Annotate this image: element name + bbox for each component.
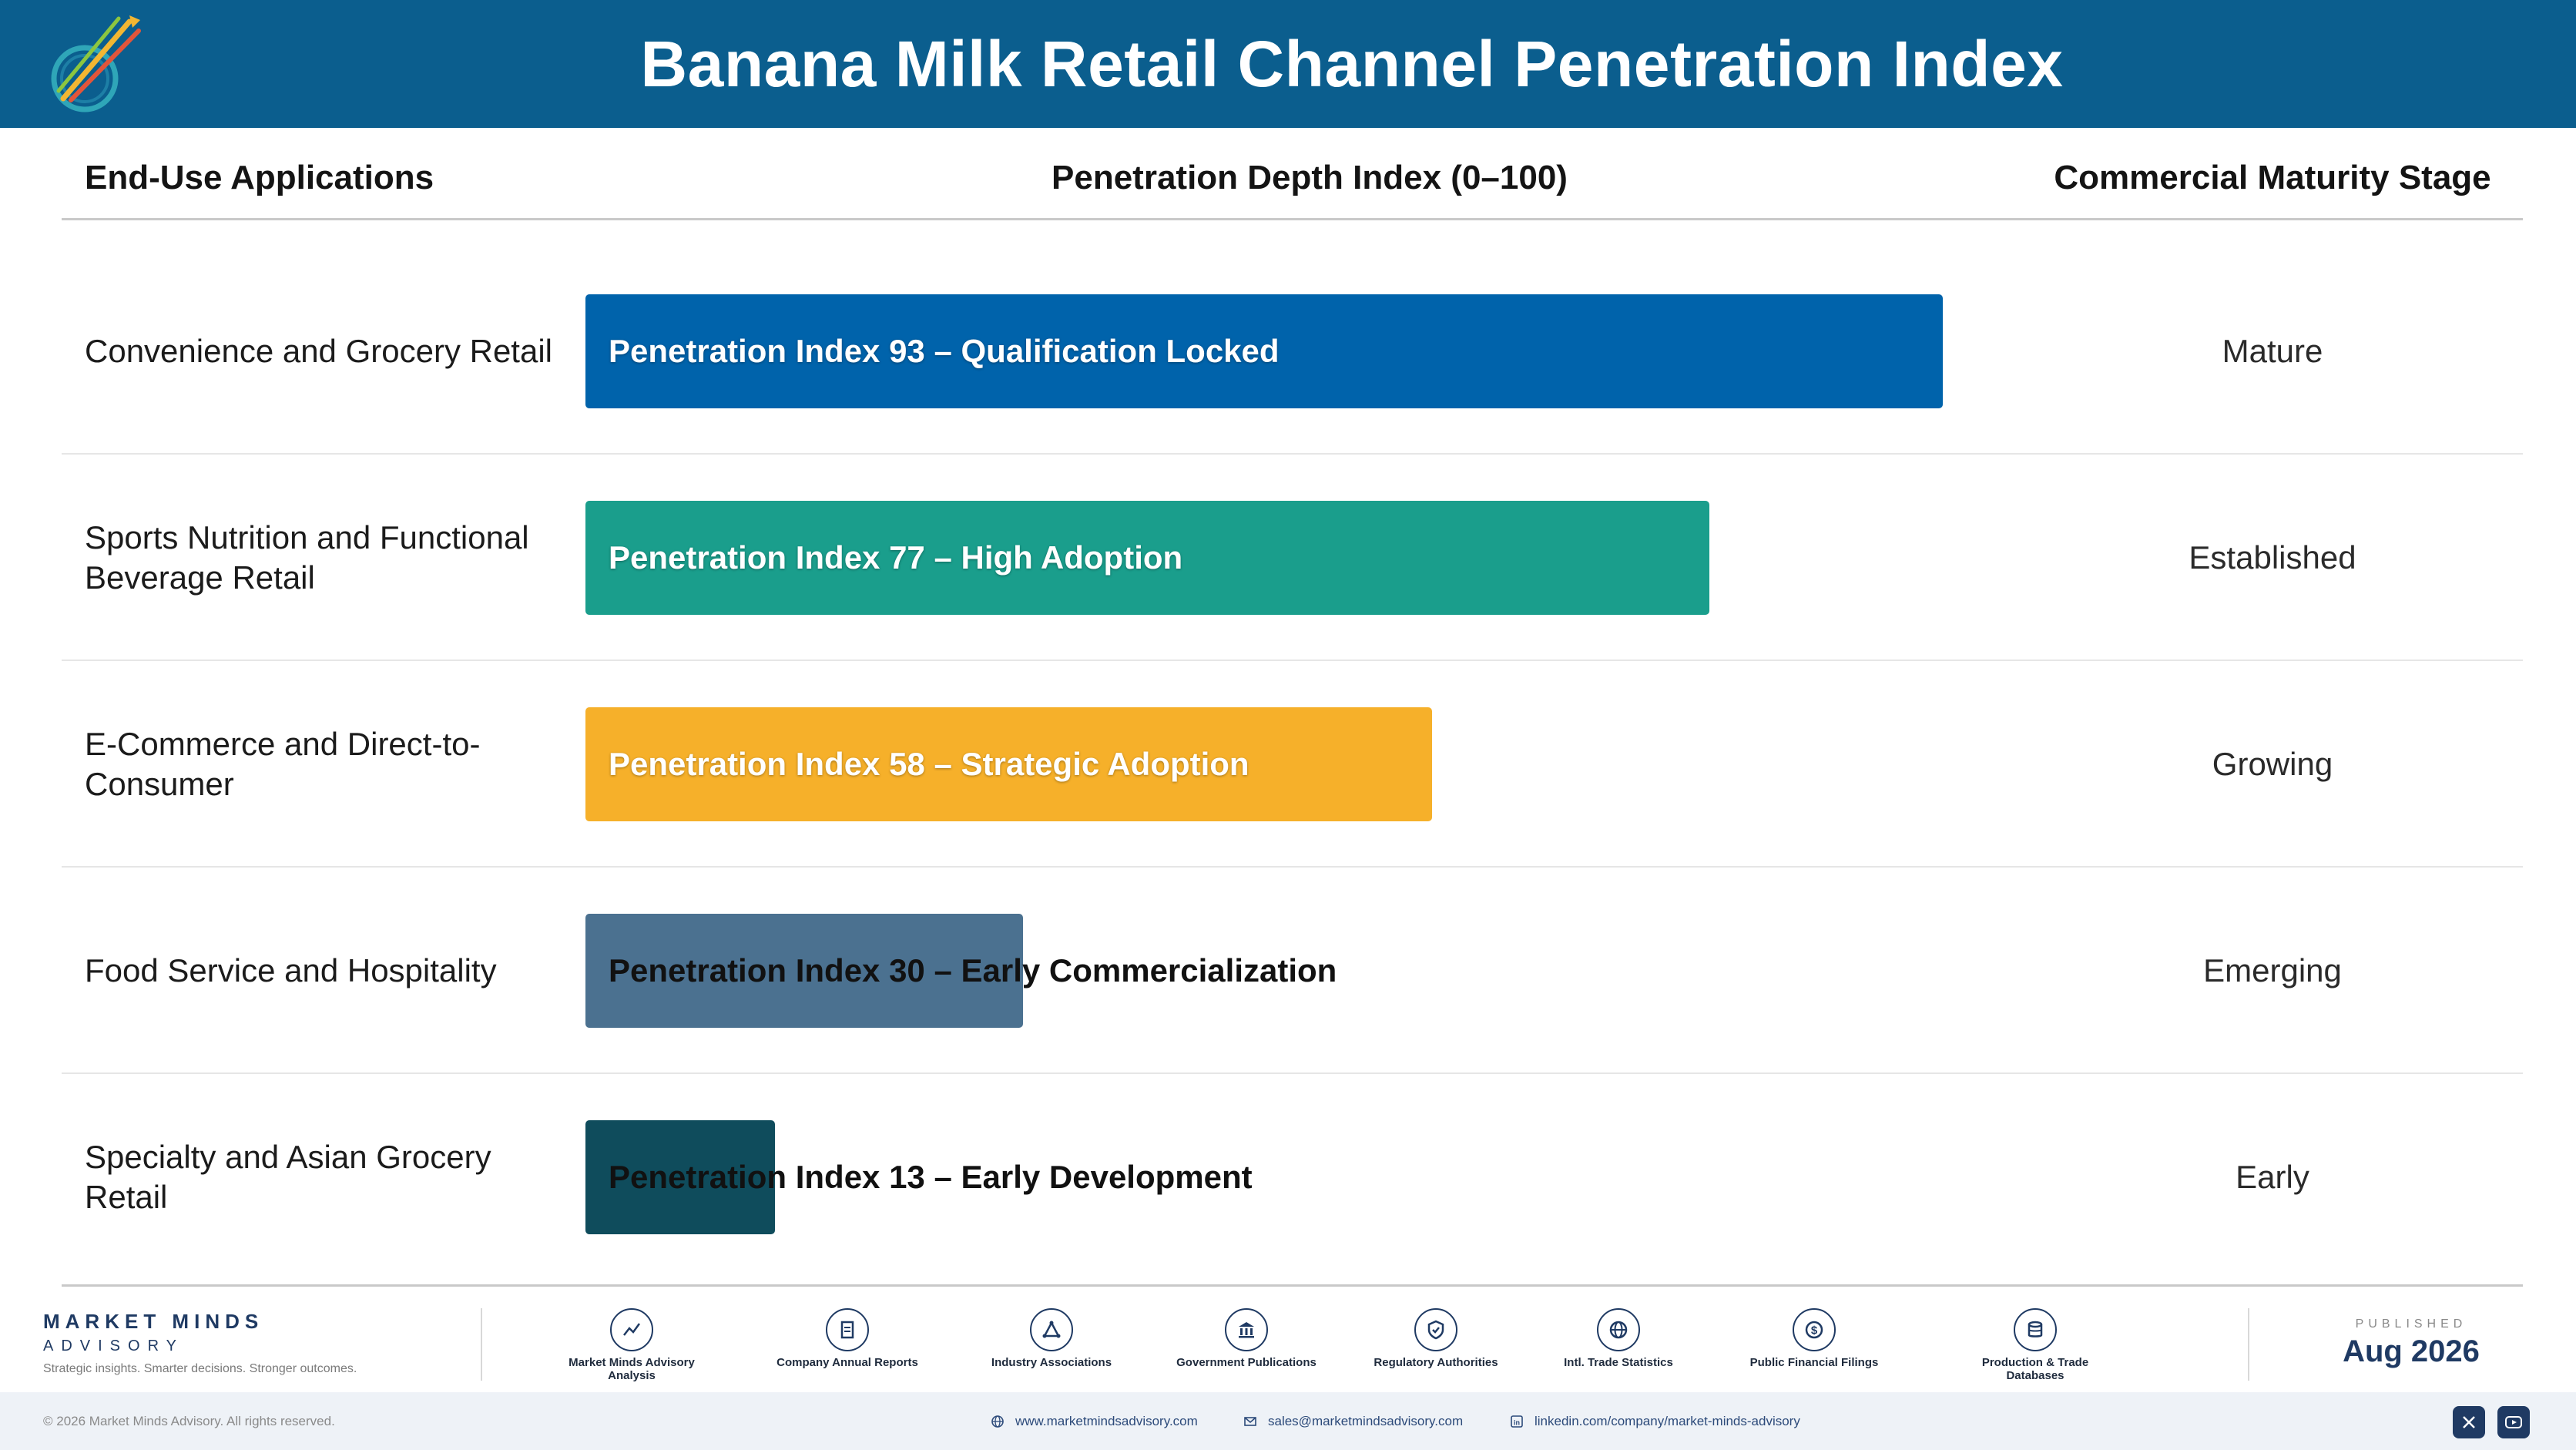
maturity-stage: Established (2189, 539, 2356, 576)
source-item: Industry Associations (974, 1302, 1129, 1369)
footer-bar: © 2026 Market Minds Advisory. All rights… (0, 1392, 2576, 1450)
website-link[interactable]: www.marketmindsadvisory.com (989, 1392, 1198, 1450)
bar-label: Penetration Index 77 – High Adoption (609, 539, 1183, 576)
company-logo-icon (51, 15, 141, 112)
bar-area: Penetration Index 93 – Qualification Loc… (585, 248, 2126, 455)
youtube-social-button[interactable] (2497, 1406, 2530, 1438)
sources-list: Market Minds Advisory Analysis Company A… (555, 1302, 2157, 1395)
bar-label: Penetration Index 30 – Early Commerciali… (609, 952, 1337, 988)
published-date: Aug 2026 (2343, 1334, 2480, 1368)
database-icon (2014, 1308, 2057, 1351)
source-label: Government Publications (1176, 1356, 1317, 1369)
application-label: E-Commerce and Direct-to-Consumer (85, 726, 481, 802)
penetration-bar (585, 1120, 776, 1234)
brand-tagline: Strategic insights. Smarter decisions. S… (43, 1362, 357, 1375)
table-row: Convenience and Grocery Retail Penetrati… (62, 248, 2523, 455)
header-banner: Banana Milk Retail Channel Penetration I… (0, 0, 2576, 128)
document-icon (826, 1308, 869, 1351)
dollar-icon: $ (1793, 1308, 1836, 1351)
column-header-maturity: Commercial Maturity Stage (2054, 159, 2491, 196)
application-label: Sports Nutrition and Functional Beverage… (85, 519, 529, 596)
footer: MARKET MINDS ADVISORY Strategic insights… (0, 1294, 2576, 1450)
copyright-text: © 2026 Market Minds Advisory. All rights… (43, 1414, 335, 1428)
application-label: Food Service and Hospitality (85, 952, 497, 988)
row-divider (62, 1072, 2523, 1074)
table-row: Food Service and Hospitality Penetration… (62, 868, 2523, 1074)
footer-divider (481, 1308, 482, 1381)
youtube-icon (2505, 1416, 2522, 1428)
mail-icon (1242, 1413, 1259, 1430)
globe-icon (989, 1413, 1006, 1430)
penetration-bar (585, 914, 1024, 1028)
header-divider (62, 218, 2523, 220)
page-title: Banana Milk Retail Channel Penetration I… (640, 28, 2064, 100)
table-row: Sports Nutrition and Functional Beverage… (62, 455, 2523, 661)
source-item: $ Public Financial Filings (1737, 1302, 1891, 1369)
maturity-stage: Emerging (2203, 952, 2342, 988)
svg-text:$: $ (1811, 1324, 1818, 1338)
table-bottom-divider (62, 1284, 2523, 1287)
email-link[interactable]: sales@marketmindsadvisory.com (1242, 1392, 1463, 1450)
source-label: Regulatory Authorities (1374, 1356, 1498, 1369)
x-icon (2463, 1416, 2475, 1428)
bar-area: Penetration Index 58 – Strategic Adoptio… (585, 661, 2126, 868)
brand-subtitle: ADVISORY (43, 1338, 184, 1354)
bar-label: Penetration Index 93 – Qualification Loc… (609, 333, 1280, 369)
footer-divider (2248, 1308, 2249, 1381)
source-item: Government Publications (1169, 1302, 1323, 1369)
source-label: Public Financial Filings (1749, 1356, 1879, 1369)
column-header-applications: End-Use Applications (85, 159, 434, 196)
penetration-bar (585, 501, 1709, 615)
bar-label: Penetration Index 13 – Early Development (609, 1159, 1253, 1195)
website-text: www.marketmindsadvisory.com (1015, 1413, 1198, 1428)
source-label: Industry Associations (991, 1356, 1112, 1369)
email-text: sales@marketmindsadvisory.com (1268, 1413, 1464, 1428)
source-item: Production & Trade Databases (1958, 1302, 2112, 1382)
globe-icon (1597, 1308, 1640, 1351)
row-divider (62, 453, 2523, 455)
source-label: Production & Trade Databases (1981, 1356, 2089, 1382)
chart-line-icon (610, 1308, 653, 1351)
linkedin-text: linkedin.com/company/market-minds-adviso… (1535, 1413, 1800, 1428)
application-label: Specialty and Asian Grocery Retail (85, 1139, 491, 1215)
application-label: Convenience and Grocery Retail (85, 333, 552, 369)
network-icon (1030, 1308, 1073, 1351)
source-item: Market Minds Advisory Analysis (555, 1302, 709, 1382)
svg-text:in: in (1514, 1418, 1520, 1426)
government-building-icon (1225, 1308, 1268, 1351)
shield-check-icon (1414, 1308, 1457, 1351)
bar-area: Penetration Index 30 – Early Commerciali… (585, 868, 2126, 1074)
source-label: Market Minds Advisory Analysis (569, 1356, 695, 1382)
published-label: PUBLISHED (2355, 1317, 2467, 1331)
penetration-bar (585, 707, 1432, 821)
source-item: Company Annual Reports (770, 1302, 924, 1369)
maturity-stage: Early (2236, 1159, 2309, 1195)
source-label: Company Annual Reports (776, 1356, 918, 1369)
x-social-button[interactable] (2453, 1406, 2485, 1438)
source-item: Regulatory Authorities (1359, 1302, 1513, 1369)
row-divider (62, 660, 2523, 661)
maturity-stage: Mature (2222, 333, 2323, 369)
table-row: Specialty and Asian Grocery Retail Penet… (62, 1074, 2523, 1280)
bar-area: Penetration Index 77 – High Adoption (585, 455, 2126, 661)
linkedin-link[interactable]: in linkedin.com/company/market-minds-adv… (1508, 1392, 1800, 1450)
linkedin-icon: in (1508, 1413, 1525, 1430)
source-item: Intl. Trade Statistics (1541, 1302, 1696, 1369)
bar-area: Penetration Index 13 – Early Development (585, 1074, 2126, 1280)
column-header-penetration: Penetration Depth Index (0–100) (1052, 159, 1568, 196)
source-label: Intl. Trade Statistics (1564, 1356, 1673, 1369)
brand-name: MARKET MINDS (43, 1310, 264, 1333)
row-divider (62, 866, 2523, 868)
penetration-bar (585, 294, 1943, 408)
table-row: E-Commerce and Direct-to-Consumer Penetr… (62, 661, 2523, 868)
bar-label: Penetration Index 58 – Strategic Adoptio… (609, 746, 1249, 782)
maturity-stage: Growing (2212, 746, 2333, 782)
